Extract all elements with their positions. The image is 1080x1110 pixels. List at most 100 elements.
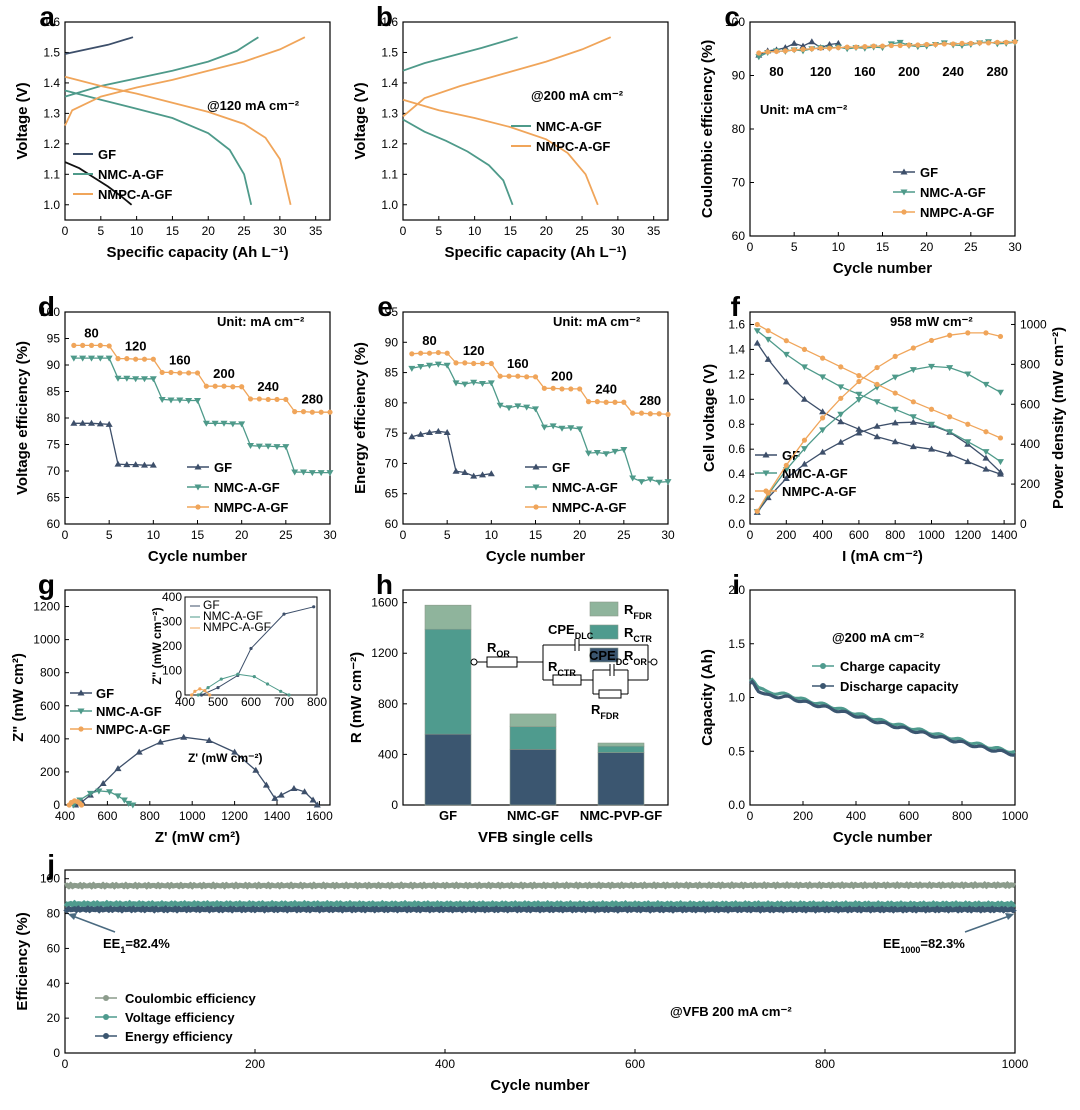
y-axis-title: Energy efficiency (%): [352, 342, 369, 494]
voltage-point: [965, 421, 971, 427]
y-tick-label: 0.0: [728, 517, 745, 531]
x-tick-label: 0: [747, 528, 754, 542]
data-point: [959, 40, 965, 47]
data-point: [133, 356, 139, 362]
voltage-point: [819, 408, 827, 415]
series-line-gf: [73, 422, 154, 466]
power-point: [819, 448, 827, 455]
x-tick-label: 1000: [179, 809, 206, 823]
x-tick-label: 800: [815, 1057, 835, 1071]
data-point: [156, 738, 164, 745]
y-tick-label: 1.0: [43, 198, 60, 212]
data-point: [212, 383, 218, 389]
legend-label: GF: [98, 147, 116, 162]
data-point: [114, 460, 122, 467]
panel-label: c: [724, 1, 740, 32]
data-point: [1003, 39, 1009, 45]
panel-i: 0 200 400 600 800 1000 0.0 0.5 1.0 1.5 2.0i Cycle n…: [699, 569, 1029, 846]
inset-point: [279, 689, 283, 693]
data-point: [602, 451, 610, 458]
inset-y-tick-label: 100: [162, 664, 182, 678]
voltage-point: [946, 450, 954, 457]
data-point: [567, 425, 575, 432]
data-point: [621, 399, 627, 405]
ee-first-arrowhead: [68, 913, 77, 920]
voltage-point: [801, 346, 808, 353]
voltage-line: [756, 323, 1001, 439]
data-point: [781, 44, 789, 51]
panel-e: 0 5 10 15 20 25 30 60 65 70 75 80 85 90 95e Cycle numbe…: [352, 291, 675, 565]
data-point: [452, 467, 460, 474]
legend-marker: [103, 1014, 109, 1020]
x-tick-label: 10: [147, 528, 161, 542]
annotation: Unit: mA cm⁻²: [553, 314, 641, 329]
series-line-nmpc-a-gf: [64, 75, 292, 206]
panel-label: d: [38, 291, 55, 322]
data-point: [238, 421, 246, 428]
x-tick-label: 0: [62, 224, 69, 238]
data-point: [79, 355, 87, 362]
ee-first-label: EE1=82.4%: [103, 936, 170, 955]
x-axis-title: Cycle number: [148, 548, 247, 565]
inset-point: [203, 688, 207, 693]
voltage-point: [764, 336, 772, 343]
y-tick-label: 70: [47, 464, 61, 478]
bar-r_or: [424, 733, 472, 806]
data-point: [496, 402, 504, 409]
inset-y-tick-label: 200: [162, 639, 182, 653]
voltage-point: [928, 421, 936, 428]
x-tick-label: 600: [625, 1057, 645, 1071]
data-point: [577, 386, 583, 392]
circuit-label-cpe-dc: CPEDC: [589, 648, 629, 667]
rate-label: 200: [551, 368, 573, 383]
data-point: [308, 470, 316, 477]
data-point: [612, 399, 618, 405]
series-band-coulombic: [64, 880, 1016, 890]
data-point: [99, 780, 107, 786]
y-tick-label: 400: [378, 747, 398, 761]
y-tick-label: 1.5: [43, 45, 60, 59]
data-point: [132, 461, 140, 468]
x-tick-label: 10: [485, 528, 499, 542]
x-category-label: GF: [439, 808, 457, 823]
data-point: [443, 429, 451, 436]
data-point: [799, 42, 807, 49]
voltage-point: [909, 414, 917, 421]
data-point: [968, 40, 974, 47]
inset-plot: 400 500 600 700 800 0 100 200 300 400 Z" (mW cm⁻²)…: [150, 590, 327, 709]
x-tick-label: 20: [573, 528, 587, 542]
legend-swatch: [589, 624, 619, 640]
rate-label: 240: [942, 64, 964, 79]
data-point: [115, 356, 121, 362]
y-tick-label: 80: [385, 396, 399, 410]
data-point: [158, 396, 166, 403]
data-point: [1012, 39, 1018, 45]
inset-point: [249, 646, 253, 651]
annotation: 958 mW cm⁻²: [890, 314, 973, 329]
data-point: [549, 423, 557, 430]
legend-label: NMPC-A-GF: [552, 500, 626, 515]
voltage-point: [800, 364, 808, 371]
legend-marker: [762, 470, 770, 477]
data-point: [897, 42, 903, 49]
legend-label: RCTR: [624, 625, 652, 644]
annotation: @200 mA cm⁻²: [832, 630, 925, 645]
data-point: [629, 475, 637, 482]
y-axis-title: Voltage (V): [352, 82, 369, 159]
x-tick-label: 1000: [1002, 1057, 1029, 1071]
data-point: [932, 41, 939, 48]
legend-marker: [763, 488, 769, 494]
rate-label: 160: [507, 356, 529, 371]
data-point: [318, 409, 324, 415]
x-tick-label: 0: [62, 528, 69, 542]
voltage-point: [782, 378, 790, 385]
voltage-point: [909, 443, 917, 450]
voltage-point: [754, 321, 760, 328]
data-point: [808, 38, 816, 45]
data-point: [205, 737, 213, 743]
voltage-point: [764, 355, 772, 362]
bar-r_or: [509, 749, 557, 806]
y-tick-label: 85: [385, 366, 399, 380]
legend-label: NMPC-A-GF: [96, 722, 170, 737]
legend-label: NMPC-A-GF: [782, 484, 856, 499]
